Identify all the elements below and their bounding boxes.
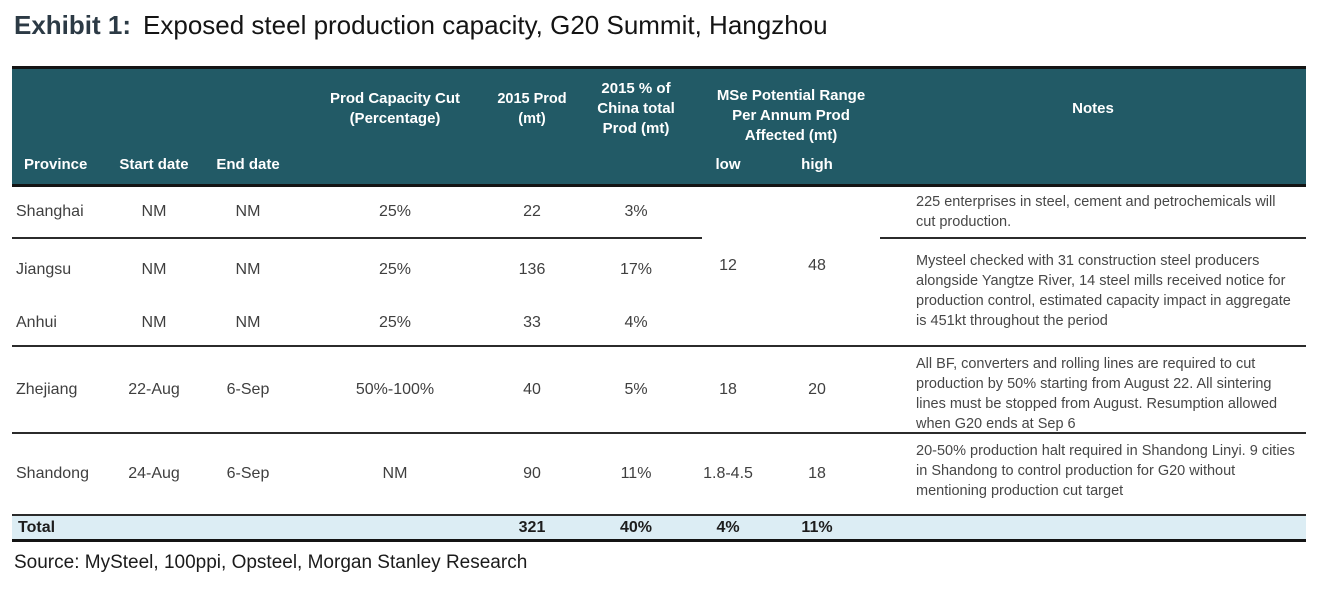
shandong-2015-prod: 90 [494,434,570,516]
exhibit-table: Province Start date End date Prod Capaci… [12,66,1306,542]
col-header-province: Province [12,69,108,187]
shandong-high: 18 [754,434,880,516]
anhui-china-pct: 4% [570,301,702,347]
merged-high-value: 48 [754,187,880,347]
zhejiang-2015-prod: 40 [494,347,570,434]
shandong-province: Shandong [12,434,108,516]
col-header-high: high [801,156,833,173]
anhui-2015-prod: 33 [494,301,570,347]
jiangsu-province: Jiangsu [12,239,108,301]
jiangsu-start-date: NM [108,239,200,301]
zhejiang-province: Zhejiang [12,347,108,434]
shandong-end-date: 6-Sep [200,434,296,516]
total-2015-prod: 321 [494,516,570,542]
shanghai-note: 225 enterprises in steel, cement and pet… [880,187,1306,239]
merged-low-value: 12 [702,187,754,347]
jiangsu-china-pct: 17% [570,239,702,301]
shanghai-end-date: NM [200,187,296,239]
shanghai-2015-prod: 22 [494,187,570,239]
mse-range-group-label: MSe Potential Range Per Annum Prod Affec… [716,87,866,144]
anhui-prod-cut: 25% [296,301,494,347]
shandong-china-pct: 11% [570,434,702,516]
jiangsu-end-date: NM [200,239,296,301]
exhibit-title-text: Exposed steel production capacity, G20 S… [143,10,828,40]
total-notes-empty [880,516,1306,542]
col-header-mse-potential-range: MSe Potential Range Per Annum Prod Affec… [702,69,880,187]
shandong-prod-cut: NM [296,434,494,516]
zhejiang-prod-cut: 50%-100% [296,347,494,434]
shanghai-prod-cut: 25% [296,187,494,239]
shanghai-china-pct: 3% [570,187,702,239]
zhejiang-low: 18 [702,347,754,434]
col-header-2015-pct-china-total: 2015 % of China total Prod (mt) [570,69,702,187]
mse-range-subheaders: low high [702,155,880,184]
jiangsu-prod-cut: 25% [296,239,494,301]
exhibit-title: Exhibit 1: Exposed steel production capac… [14,8,828,42]
total-low: 4% [702,516,754,542]
col-header-prod-capacity-cut: Prod Capacity Cut (Percentage) [296,69,494,187]
zhejiang-start-date: 22-Aug [108,347,200,434]
shandong-low: 1.8-4.5 [702,434,754,516]
zhejiang-high: 20 [754,347,880,434]
exhibit-number-label: Exhibit 1: [14,10,132,40]
col-header-2015-prod: 2015 Prod (mt) [494,69,570,187]
anhui-end-date: NM [200,301,296,347]
jiangsu-2015-prod: 136 [494,239,570,301]
col-header-low: low [715,156,741,173]
col-header-start-date: Start date [108,69,200,187]
shandong-note: 20-50% production halt required in Shand… [880,434,1306,516]
zhejiang-note: All BF, converters and rolling lines are… [880,347,1306,434]
total-china-pct: 40% [570,516,702,542]
zhejiang-china-pct: 5% [570,347,702,434]
total-high: 11% [754,516,880,542]
source-line: Source: MySteel, 100ppi, Opsteel, Morgan… [14,552,528,573]
col-header-notes: Notes [880,69,1306,187]
shanghai-start-date: NM [108,187,200,239]
zhejiang-end-date: 6-Sep [200,347,296,434]
jiangsu-anhui-note: Mysteel checked with 31 construction ste… [880,239,1306,347]
anhui-province: Anhui [12,301,108,347]
shanghai-province: Shanghai [12,187,108,239]
shandong-start-date: 24-Aug [108,434,200,516]
col-header-end-date: End date [200,69,296,187]
anhui-start-date: NM [108,301,200,347]
total-label: Total [12,516,494,542]
